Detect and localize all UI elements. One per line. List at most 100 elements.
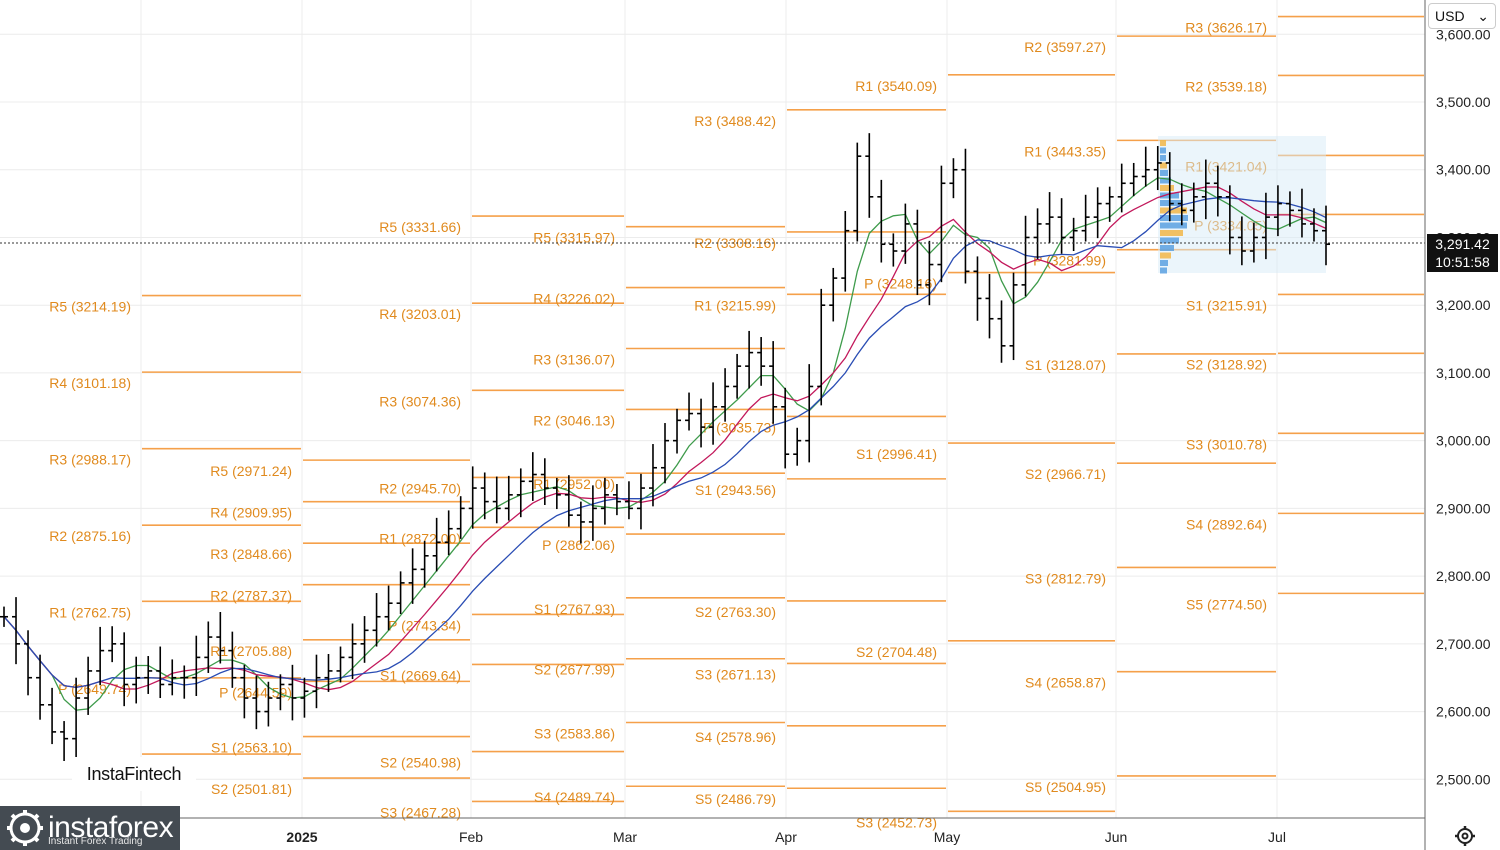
pivot-label: S1 (3128.07) — [1025, 357, 1106, 373]
volume-profile-bar — [1160, 207, 1187, 214]
volume-profile-bar — [1160, 155, 1166, 161]
volume-profile-bar — [1160, 260, 1168, 266]
x-tick-label: Jul — [1268, 829, 1286, 845]
pivot-label: S5 (2774.50) — [1186, 596, 1267, 612]
pivot-label: R1 (2705.88) — [210, 643, 292, 659]
pivot-label: R3 (3074.36) — [379, 393, 461, 409]
y-tick-label: 3,600.00 — [1436, 26, 1491, 42]
pivot-label: S3 (2671.13) — [695, 666, 776, 682]
pivot-label: R2 (2945.70) — [379, 480, 461, 496]
pivot-label: S1 (2943.56) — [695, 482, 776, 498]
pivot-label: R3 (2848.66) — [210, 546, 292, 562]
pivot-label: R2 (3597.27) — [1024, 39, 1106, 55]
pivot-label: R1 (3443.35) — [1024, 143, 1106, 159]
ma-slow-line — [3, 197, 1327, 689]
y-tick-label: 2,500.00 — [1436, 771, 1491, 787]
pivot-label: P (2644.59) — [219, 684, 292, 700]
pivot-label: S2 (3128.92) — [1186, 356, 1267, 372]
x-tick-label: Feb — [459, 829, 483, 845]
price-axis: 2,500.00 2,600.00 2,700.00 2,800.00 2,900.00… — [1436, 26, 1491, 787]
instaforex-text: instaforex — [48, 811, 174, 844]
pivot-label: P (2862.06) — [542, 537, 615, 553]
pivot-label: R1 (2762.75) — [49, 604, 131, 620]
pivot-label: R4 (3226.02) — [533, 291, 615, 307]
pivot-label: R5 (2971.24) — [210, 463, 292, 479]
gear-icon[interactable] — [1453, 824, 1477, 848]
pivot-label: S2 (2540.98) — [380, 755, 461, 771]
x-tick-label: Apr — [775, 829, 797, 845]
pivot-label: S4 (2489.74) — [534, 789, 615, 805]
instaforex-logo: instaforex Instant Forex Trading — [0, 806, 180, 850]
y-tick-label: 3,500.00 — [1436, 94, 1491, 110]
pivot-label: S1 (2996.41) — [856, 446, 937, 462]
pivot-label: S1 (2563.10) — [211, 740, 292, 756]
y-tick-label: 2,800.00 — [1436, 568, 1491, 584]
volume-profile-bar — [1160, 185, 1174, 191]
pivot-label: S2 (2966.71) — [1025, 466, 1106, 482]
pivot-label: R3 (3488.42) — [694, 113, 776, 129]
current-price-value: 3,291.42 — [1435, 236, 1490, 252]
pivot-label: R1 (3540.09) — [855, 78, 937, 94]
pivot-label: S1 (3215.91) — [1186, 297, 1267, 313]
pivot-label: R2 (3308.16) — [694, 235, 776, 251]
pivot-label: S4 (2658.87) — [1025, 675, 1106, 691]
pivot-label: P (3035.73) — [703, 419, 776, 435]
instaforex-logo-icon — [7, 810, 43, 846]
y-tick-label: 2,900.00 — [1436, 500, 1491, 516]
pivot-label: R5 (3315.97) — [533, 230, 615, 246]
pivot-label: R4 (3101.18) — [49, 375, 131, 391]
pivot-label: R1 (3215.99) — [694, 297, 776, 313]
pivot-label: S1 (2767.93) — [534, 601, 615, 617]
x-tick-label: 2025 — [286, 829, 317, 845]
pivot-label: S1 (2669.64) — [380, 667, 461, 683]
volume-profile-bar — [1160, 140, 1166, 146]
pivot-label: R3 (3626.17) — [1185, 20, 1267, 36]
chevron-down-icon: ⌄ — [1477, 7, 1489, 24]
pivot-label: S2 (2763.30) — [695, 604, 776, 620]
pivot-levels: R5 (3214.19) R4 (3101.18) R3 (2988.17) R2 (… — [49, 15, 1424, 830]
x-tick-label: Jun — [1105, 829, 1128, 845]
y-tick-label: 3,000.00 — [1436, 433, 1491, 449]
pivot-label: R2 (3046.13) — [533, 412, 615, 428]
currency-value: USD — [1435, 8, 1465, 24]
pivot-label: S3 (2812.79) — [1025, 570, 1106, 586]
pivot-label: S5 (2504.95) — [1025, 779, 1106, 795]
volume-profile-bar — [1160, 147, 1166, 154]
y-tick-label: 3,400.00 — [1436, 162, 1491, 178]
volume-profile-bar — [1160, 162, 1167, 169]
volume-profile-bar — [1160, 170, 1168, 176]
x-tick-label: May — [934, 829, 960, 845]
ma-mid-line — [3, 186, 1327, 691]
pivot-label: S2 (2501.81) — [211, 781, 292, 797]
time-axis: 2025 Feb Mar Apr May Jun Jul — [286, 829, 1286, 845]
volume-profile-bar — [1160, 237, 1179, 244]
pivot-label: S3 (3010.78) — [1186, 436, 1267, 452]
pivot-label: R2 (3539.18) — [1185, 78, 1267, 94]
volume-profile-bar — [1160, 230, 1183, 236]
pivot-label: S3 (2452.73) — [856, 814, 937, 830]
volume-profile-bar — [1160, 267, 1167, 274]
currency-select[interactable]: USD ⌄ — [1428, 3, 1496, 29]
volume-profile-bar — [1160, 252, 1171, 259]
instafintech-logo: InstaFintech — [72, 757, 196, 791]
y-tick-label: 3,100.00 — [1436, 365, 1491, 381]
pivot-label: S5 (2486.79) — [695, 791, 776, 807]
pivot-label: R5 (3214.19) — [49, 299, 131, 315]
volume-profile-bar — [1160, 245, 1174, 251]
y-tick-label: 2,700.00 — [1436, 636, 1491, 652]
pivot-label: S3 (2467.28) — [380, 804, 461, 820]
bar-countdown: 10:51:58 — [1435, 254, 1490, 270]
ohlc-bars — [0, 133, 1330, 762]
x-tick-label: Mar — [613, 829, 637, 845]
pivot-label: P (3248.16) — [864, 276, 937, 292]
pivot-label: P (2743.34) — [388, 617, 461, 633]
pivot-label: S4 (2892.64) — [1186, 516, 1267, 532]
pivot-label: R3 (2988.17) — [49, 452, 131, 468]
pivot-label: S4 (2578.96) — [695, 729, 776, 745]
pivot-label: S3 (2583.86) — [534, 726, 615, 742]
pivot-label: R2 (2787.37) — [210, 588, 292, 604]
pivot-label: S2 (2677.99) — [534, 662, 615, 678]
current-price-tag: 3,291.42 10:51:58 — [1427, 234, 1498, 272]
y-tick-label: 3,200.00 — [1436, 297, 1491, 313]
